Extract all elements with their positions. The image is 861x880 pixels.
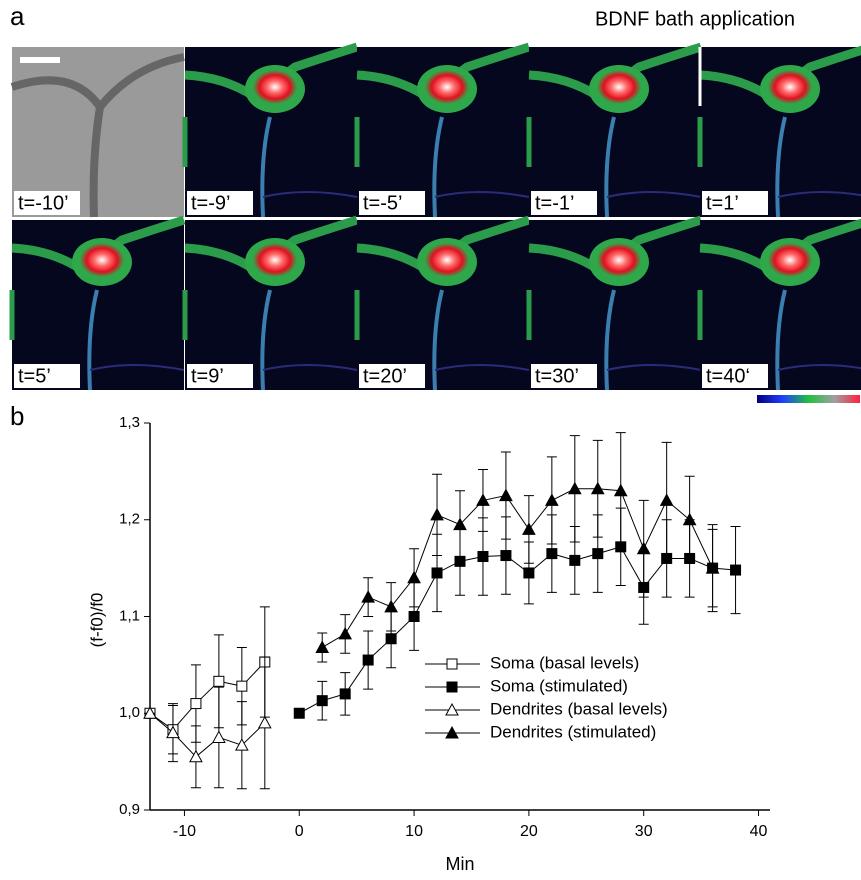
marker	[476, 493, 490, 506]
frame-label-bg	[531, 364, 597, 388]
y-tick-label: 1,0	[119, 704, 140, 721]
marker	[499, 488, 513, 502]
marker	[592, 548, 604, 560]
frame-label: t=9’	[191, 365, 224, 387]
marker	[682, 512, 697, 526]
marker	[190, 698, 202, 710]
frame-label: t=40‘	[706, 365, 750, 387]
legend-label: Soma (basal levels)	[490, 653, 639, 672]
marker	[338, 626, 353, 640]
marker	[315, 640, 330, 653]
panel-label: a	[10, 1, 25, 31]
legend-marker	[445, 725, 459, 739]
frame-label: t=20’	[363, 365, 407, 387]
frame-label: t=-1’	[535, 192, 574, 214]
series-line	[321, 488, 714, 648]
marker	[166, 725, 180, 739]
x-axis-label: Min	[445, 854, 474, 874]
legend-label: Dendrites (basal levels)	[490, 699, 668, 718]
marker	[316, 695, 328, 707]
legend-marker	[446, 658, 458, 670]
frame-label-bg	[187, 191, 253, 215]
y-axis-label: (f-f0)/f0	[87, 593, 106, 648]
cell-outline	[10, 53, 185, 218]
y-tick-label: 0,9	[119, 801, 140, 818]
x-tick-label: 30	[635, 823, 653, 840]
marker	[430, 507, 444, 521]
frame-label: t=-5’	[363, 192, 402, 214]
marker	[408, 611, 420, 622]
scale-bar	[20, 57, 60, 63]
frame-label-bg	[702, 191, 768, 215]
marker	[212, 730, 226, 743]
marker	[545, 493, 559, 506]
marker	[453, 517, 467, 531]
frame-label: t=30’	[535, 365, 579, 387]
marker	[293, 707, 305, 719]
x-tick-label: 0	[295, 823, 304, 840]
marker	[257, 715, 272, 729]
marker	[384, 599, 398, 613]
frame-label-bg	[14, 191, 80, 215]
x-tick-label: 10	[405, 823, 423, 840]
x-tick-label: 40	[750, 823, 768, 840]
frame-label: t=5’	[18, 365, 51, 387]
panel-label: b	[10, 401, 24, 431]
frame-label: t=-10’	[18, 192, 69, 214]
panel-a: a BDNF bath application t=-10’ t=-9’ t=-5’ t=…	[10, 1, 861, 403]
marker	[339, 688, 351, 700]
marker	[730, 564, 742, 576]
frame-label: t=-9’	[191, 192, 230, 214]
annotation: BDNF bath application	[595, 8, 795, 30]
marker	[659, 493, 674, 506]
marker	[477, 551, 489, 563]
legend-marker	[445, 702, 459, 716]
frame-label-bg	[359, 191, 425, 215]
x-tick-label: -10	[173, 823, 196, 840]
marker	[407, 570, 421, 584]
marker	[569, 554, 581, 566]
marker	[613, 483, 628, 497]
frame-label-bg	[702, 364, 768, 388]
marker	[143, 706, 157, 719]
frame-label-bg	[14, 364, 80, 388]
marker	[431, 567, 443, 579]
marker	[636, 541, 651, 555]
marker	[189, 749, 203, 763]
y-tick-label: 1,3	[119, 414, 140, 431]
series-line	[149, 661, 266, 731]
marker	[590, 481, 605, 495]
frame-label-bg	[359, 364, 425, 388]
marker	[546, 548, 558, 560]
marker	[705, 561, 720, 574]
marker	[235, 738, 249, 751]
frame-label-bg	[531, 191, 597, 215]
marker	[213, 675, 225, 687]
marker	[500, 550, 512, 562]
marker	[385, 633, 397, 645]
frame-label: t=1’	[706, 192, 739, 214]
legend-marker	[446, 681, 458, 693]
marker	[523, 567, 535, 579]
marker	[236, 680, 248, 692]
marker	[522, 522, 536, 535]
chart: b 0,9 1,0 1,1 1,2 1,3 -10 0 10 20 30 40 Min (f-f0)/f0…	[10, 401, 770, 874]
x-tick-label: 20	[520, 823, 538, 840]
frame-label-bg	[187, 364, 253, 388]
y-tick-label: 1,2	[119, 511, 140, 528]
legend-label: Dendrites (stimulated)	[490, 722, 656, 741]
marker	[361, 590, 375, 603]
marker	[362, 654, 374, 666]
marker	[567, 481, 582, 495]
series-line	[149, 712, 266, 758]
colorbar	[757, 395, 860, 403]
legend-label: Soma (stimulated)	[490, 676, 628, 695]
y-tick-label: 1,1	[119, 607, 140, 624]
